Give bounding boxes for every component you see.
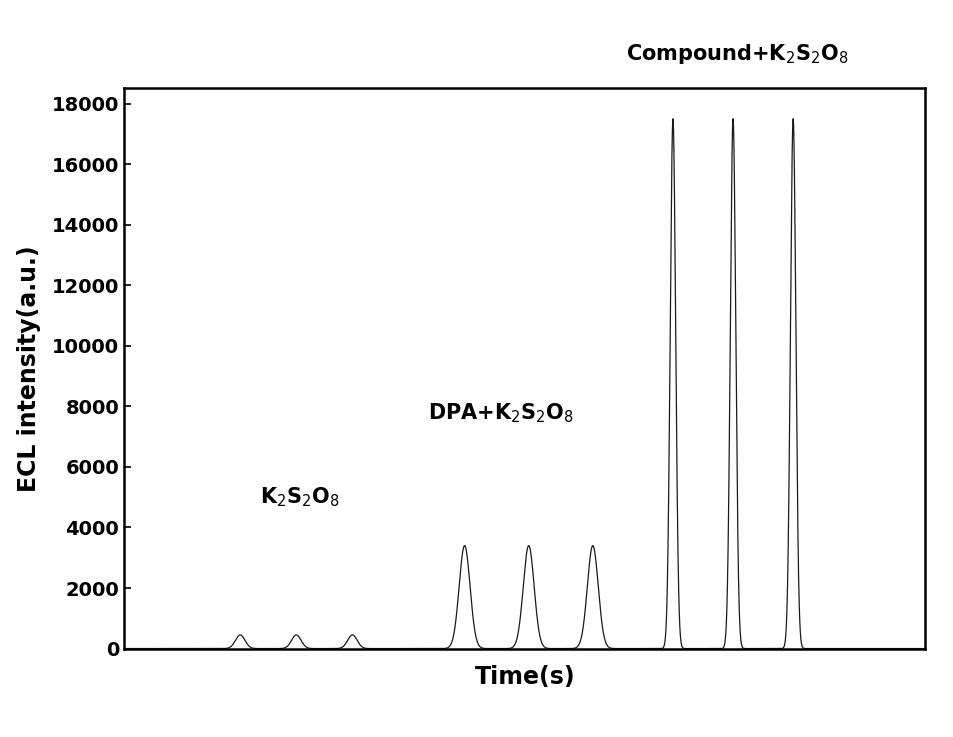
X-axis label: Time(s): Time(s) [474, 666, 575, 689]
Y-axis label: ECL intensity(a.u.): ECL intensity(a.u.) [16, 245, 41, 492]
Text: Compound+K$_2$S$_2$O$_8$: Compound+K$_2$S$_2$O$_8$ [625, 42, 847, 66]
Text: DPA+K$_2$S$_2$O$_8$: DPA+K$_2$S$_2$O$_8$ [427, 402, 573, 425]
Text: K$_2$S$_2$O$_8$: K$_2$S$_2$O$_8$ [260, 486, 340, 509]
